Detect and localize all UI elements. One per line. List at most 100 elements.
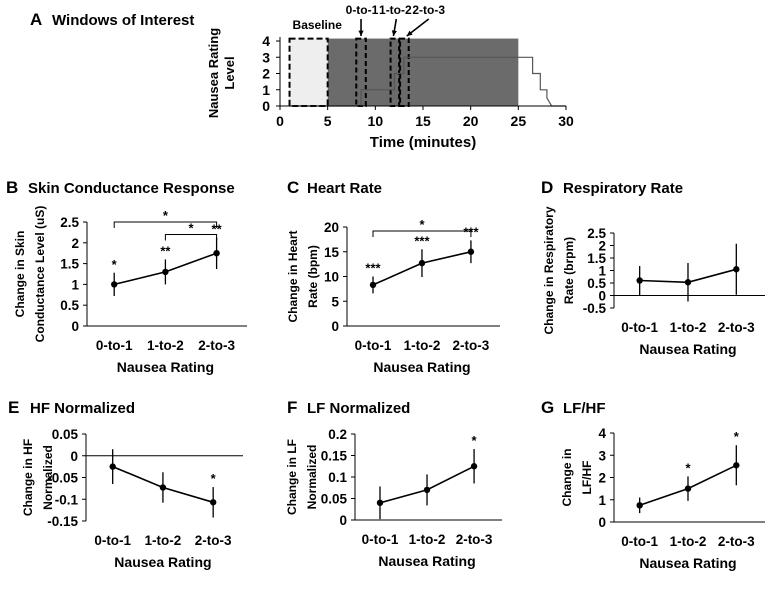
data-point [376,499,384,506]
ytick-label: 1 [598,493,606,508]
panel-a-xtick-label: 30 [558,113,574,129]
ylabel-line: Change in Heart [286,230,300,322]
ytick-label: 2 [598,239,606,254]
line-panels: B Skin Conductance Response00.511.522.5Ch… [6,178,765,571]
panel-c: C Heart Rate 0 5 10 15 20 Change in Heart Rate (… [286,178,500,375]
significance-bracket [372,230,472,237]
panel-b-title: Skin Conductance Response [28,180,235,197]
ylabel-line: Normalized [305,445,319,510]
ytick-label: 1.5 [587,251,606,266]
category-label: 1-to-2 [147,338,184,353]
ytick-label: 0 [70,449,78,464]
ytick-label: -0.1 [55,492,79,507]
panel-c-title: Heart Rate [307,180,382,197]
bracket-label: * [163,208,169,223]
panel-e-letter: E [8,398,19,417]
ylabel-line: Change in Respiratory [542,206,556,334]
xlabel: Nausea Rating [639,341,736,357]
category-label: 2-to-3 [718,320,755,335]
panel-g-letter: G [541,398,554,417]
ytick-label: 2.5 [587,226,606,241]
ylabel-line: Rate (bpm) [306,245,320,308]
panel-d: D Respiratory Rate -0.500.511.522.5 Change … [541,178,765,357]
panel-a-ytick-label: 2 [262,66,270,82]
ytick-label: 2 [598,471,606,486]
window-arrowhead [358,30,364,36]
ytick-label: 1.5 [60,257,79,272]
category-label: 2-to-3 [195,533,232,548]
ytick-label: 4 [598,426,606,441]
panel-c-letter: C [287,178,299,197]
data-point [109,463,116,470]
ytick-label: 5 [331,294,339,309]
category-label: 0-to-1 [362,532,399,547]
significance-label: ** [212,221,223,236]
panel-f: F LF Normalized 0 0.05 0.1 0.15 0.2 Change in L… [285,398,502,569]
ytick-label: 0.1 [328,470,347,485]
panel-a-ylabel-line1: Nausea Rating [206,28,221,118]
xlabel: Nausea Rating [639,555,736,571]
category-label: 1-to-2 [145,533,182,548]
category-label: 0-to-1 [621,320,658,335]
panel-a-xtick-label: 0 [276,113,284,129]
rating-trace [289,56,566,107]
panel-f-letter: F [287,398,297,417]
ytick-label: 0 [339,513,347,528]
panel-a-title: Windows of Interest [52,12,194,29]
xlabel: Nausea Rating [117,359,214,375]
significance-label: *** [414,233,430,248]
panel-a-ytick-label: 4 [262,33,270,49]
panel-e: E HF Normalized -0.15 -0.1 -0.05 0 0.05 Change … [8,398,243,570]
panel-a-xtick-label: 15 [415,113,431,129]
ytick-label: 0 [598,289,606,304]
ytick-label: 10 [324,270,339,285]
panel-a-ytick-label: 0 [262,98,270,114]
ytick-label: 0.15 [321,449,348,464]
window-label-2-to-3: 2-to-3 [412,3,445,17]
data-point [733,462,740,469]
ytick-label: 0.5 [60,298,79,313]
panel-a-xtick-label: 10 [368,113,384,129]
ylabel-line: Normalized [41,445,55,510]
xlabel: Nausea Rating [378,553,475,569]
ytick-label: 1 [598,264,606,279]
panel-a-ylabel-line2: Level [222,56,237,89]
data-point [470,463,478,470]
category-label: 0-to-1 [355,338,392,353]
significance-label: * [685,460,691,475]
ytick-label: 0 [331,319,339,334]
significance-label: * [472,433,478,448]
data-point [733,266,740,273]
data-point [467,248,475,255]
ytick-label: 20 [324,220,339,235]
panel-b-letter: B [6,178,18,197]
bracket-label: * [188,220,194,235]
panel-a-xlabel: Time (minutes) [370,134,476,151]
data-point [369,281,377,289]
ylabel-line: Rate (brpm) [562,237,576,304]
panel-a-xtick-label: 25 [511,113,527,129]
ytick-label: -0.15 [47,514,78,529]
data-point [213,250,220,257]
window-box-baseline [288,37,329,107]
xlabel: Nausea Rating [373,359,470,375]
ylabel-line: Change in [560,448,574,506]
xlabel: Nausea Rating [114,554,211,570]
window-arrowhead [406,30,413,36]
panel-a-xtick-label: 5 [324,113,332,129]
window-label-1-to-2: 1-to-2 [379,3,412,17]
ytick-label: -0.5 [583,301,607,316]
category-label: 0-to-1 [94,533,131,548]
window-arrowhead [391,30,397,36]
category-label: 2-to-3 [718,534,755,549]
ytick-label: 3 [598,448,606,463]
panel-d-letter: D [541,178,553,197]
data-point [684,485,692,492]
data-point [111,281,118,288]
data-point [684,279,692,286]
significance-label: *** [365,261,381,276]
window-label-0-to-1: 0-to-1 [346,3,379,17]
panel-d-title: Respiratory Rate [563,180,683,197]
